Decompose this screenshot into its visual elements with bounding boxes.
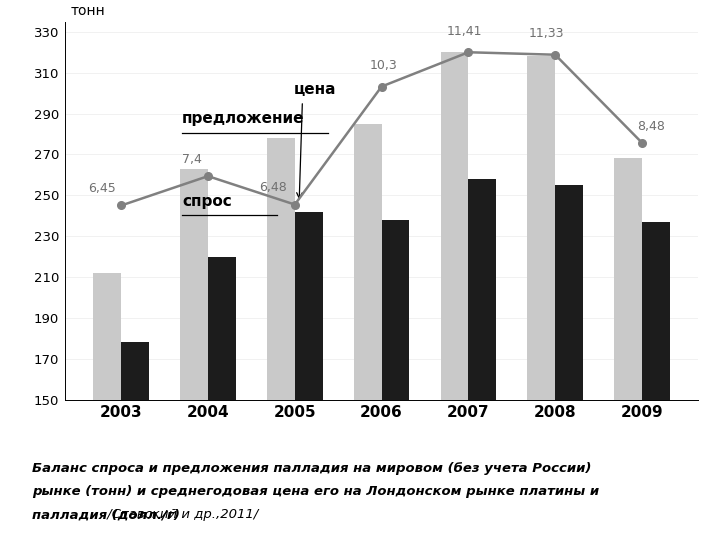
Bar <box>555 185 583 540</box>
Text: 11,33: 11,33 <box>528 28 564 40</box>
Bar <box>121 342 149 540</box>
Bar <box>180 168 208 540</box>
Bar <box>382 220 410 540</box>
Text: 6,48: 6,48 <box>259 181 287 194</box>
Text: Баланс спроса и предложения палладия на мировом (без учета России): Баланс спроса и предложения палладия на … <box>32 462 592 475</box>
Bar <box>294 212 323 540</box>
Text: палладия (долл./г): палладия (долл./г) <box>32 508 180 521</box>
Bar <box>208 256 235 540</box>
Text: рынке (тонн) и среднегодовая цена его на Лондонском рынке платины и: рынке (тонн) и среднегодовая цена его на… <box>32 485 600 498</box>
Text: тонн: тонн <box>71 4 106 17</box>
Text: 7,4: 7,4 <box>182 153 202 166</box>
Text: спрос: спрос <box>182 194 232 208</box>
Text: цена: цена <box>294 82 336 97</box>
Text: 6,45: 6,45 <box>89 183 116 195</box>
Text: предложение: предложение <box>182 111 305 125</box>
Text: 10,3: 10,3 <box>369 59 397 72</box>
Bar <box>441 52 469 540</box>
Bar <box>267 138 294 540</box>
Text: 8,48: 8,48 <box>636 119 665 132</box>
Bar <box>614 159 642 540</box>
Bar <box>469 179 496 540</box>
Text: 11,41: 11,41 <box>446 25 482 38</box>
Bar <box>94 273 121 540</box>
Bar <box>642 222 670 540</box>
Bar <box>528 56 555 540</box>
Text: /Ставский и др.,2011/: /Ставский и др.,2011/ <box>103 508 258 521</box>
Bar <box>354 124 382 540</box>
